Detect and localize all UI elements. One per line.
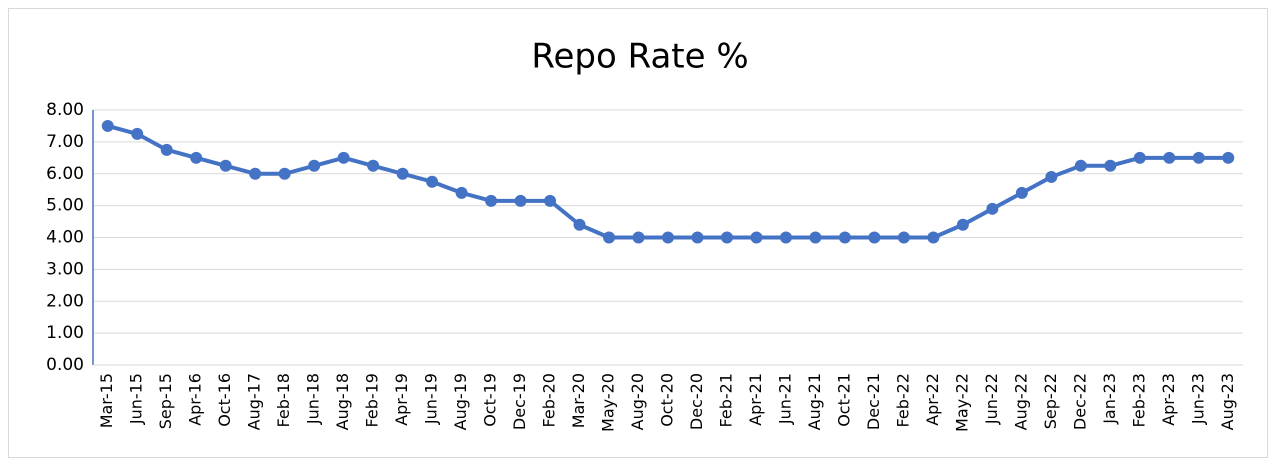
marker [249,167,262,180]
y-tick-label: 5.00 [46,196,84,216]
marker [956,218,969,231]
marker [219,159,232,172]
marker [1045,170,1058,183]
x-tick-label: Dec-22 [1070,373,1089,430]
x-tick-label: Sep-22 [1041,373,1060,429]
marker [573,218,586,231]
marker [1133,151,1146,164]
y-tick-label: 4.00 [46,228,84,248]
x-tick-label: Dec-19 [510,373,529,430]
x-tick-label: Feb-22 [893,373,912,427]
marker [160,143,173,156]
y-tick-label: 1.00 [46,323,84,343]
x-tick-label: Feb-20 [540,373,559,427]
x-tick-label: Mar-15 [97,373,116,428]
x-tick-label: Apr-23 [1159,373,1178,426]
x-tick-label: Feb-18 [274,373,293,427]
x-tick-label: Apr-21 [746,373,765,426]
marker [779,231,792,244]
x-tick-label: Jun-21 [775,373,794,425]
x-tick-label: Jun-15 [127,373,146,425]
marker [1074,159,1087,172]
marker [455,186,468,199]
x-tick-label: Oct-19 [481,373,500,427]
x-tick-label: Dec-20 [687,373,706,430]
marker [1222,151,1235,164]
x-tick-label: Aug-17 [245,373,264,430]
x-tick-label: Apr-16 [186,373,205,426]
y-tick-label: 2.00 [46,291,84,311]
marker [1104,159,1117,172]
y-tick-label: 0.00 [46,355,84,375]
y-tick-label: 8.00 [46,100,84,120]
x-tick-label: Mar-20 [569,373,588,428]
marker [691,231,704,244]
x-tick-label: Oct-16 [215,373,234,427]
marker [396,167,409,180]
marker [278,167,291,180]
marker [868,231,881,244]
x-tick-label: Dec-21 [864,373,883,430]
marker [986,202,999,215]
x-tick-label: Aug-19 [451,373,470,430]
marker [1163,151,1176,164]
marker [337,151,350,164]
marker [927,231,940,244]
marker [485,194,498,207]
marker [632,231,645,244]
marker [1015,186,1028,199]
y-tick-label: 7.00 [46,132,84,152]
marker [101,119,114,132]
x-tick-label: Aug-20 [628,373,647,430]
x-tick-label: Jun-23 [1188,373,1207,425]
marker [750,231,763,244]
x-tick-label: Jun-22 [982,373,1001,425]
x-tick-label: Apr-19 [392,373,411,426]
y-tick-label: 3.00 [46,259,84,279]
x-tick-label: Aug-18 [333,373,352,430]
x-tick-label: May-22 [952,373,971,432]
x-tick-label: Jan-23 [1100,373,1119,425]
marker [838,231,851,244]
marker [308,159,321,172]
x-tick-label: Aug-23 [1218,373,1237,430]
marker [544,194,557,207]
x-tick-label: Feb-19 [363,373,382,427]
x-tick-label: Oct-20 [658,373,677,427]
x-tick-label: Aug-21 [805,373,824,430]
marker [603,231,616,244]
y-tick-label: 6.00 [46,164,84,184]
x-tick-label: Apr-22 [923,373,942,426]
marker [426,175,439,188]
marker [720,231,733,244]
marker [367,159,380,172]
x-tick-label: Oct-21 [834,373,853,427]
x-tick-label: Jun-19 [422,373,441,425]
marker [131,127,144,140]
marker [190,151,203,164]
marker [514,194,527,207]
x-tick-label: Jun-18 [304,373,323,425]
x-tick-label: Feb-23 [1129,373,1148,427]
marker [809,231,822,244]
x-tick-label: Feb-21 [716,373,735,427]
marker [897,231,910,244]
marker [1192,151,1205,164]
marker [662,231,674,244]
chart-title: Repo Rate % [531,37,748,77]
x-tick-label: Sep-15 [156,373,175,429]
x-tick-label: May-20 [599,373,618,432]
x-tick-label: Aug-22 [1011,373,1030,430]
